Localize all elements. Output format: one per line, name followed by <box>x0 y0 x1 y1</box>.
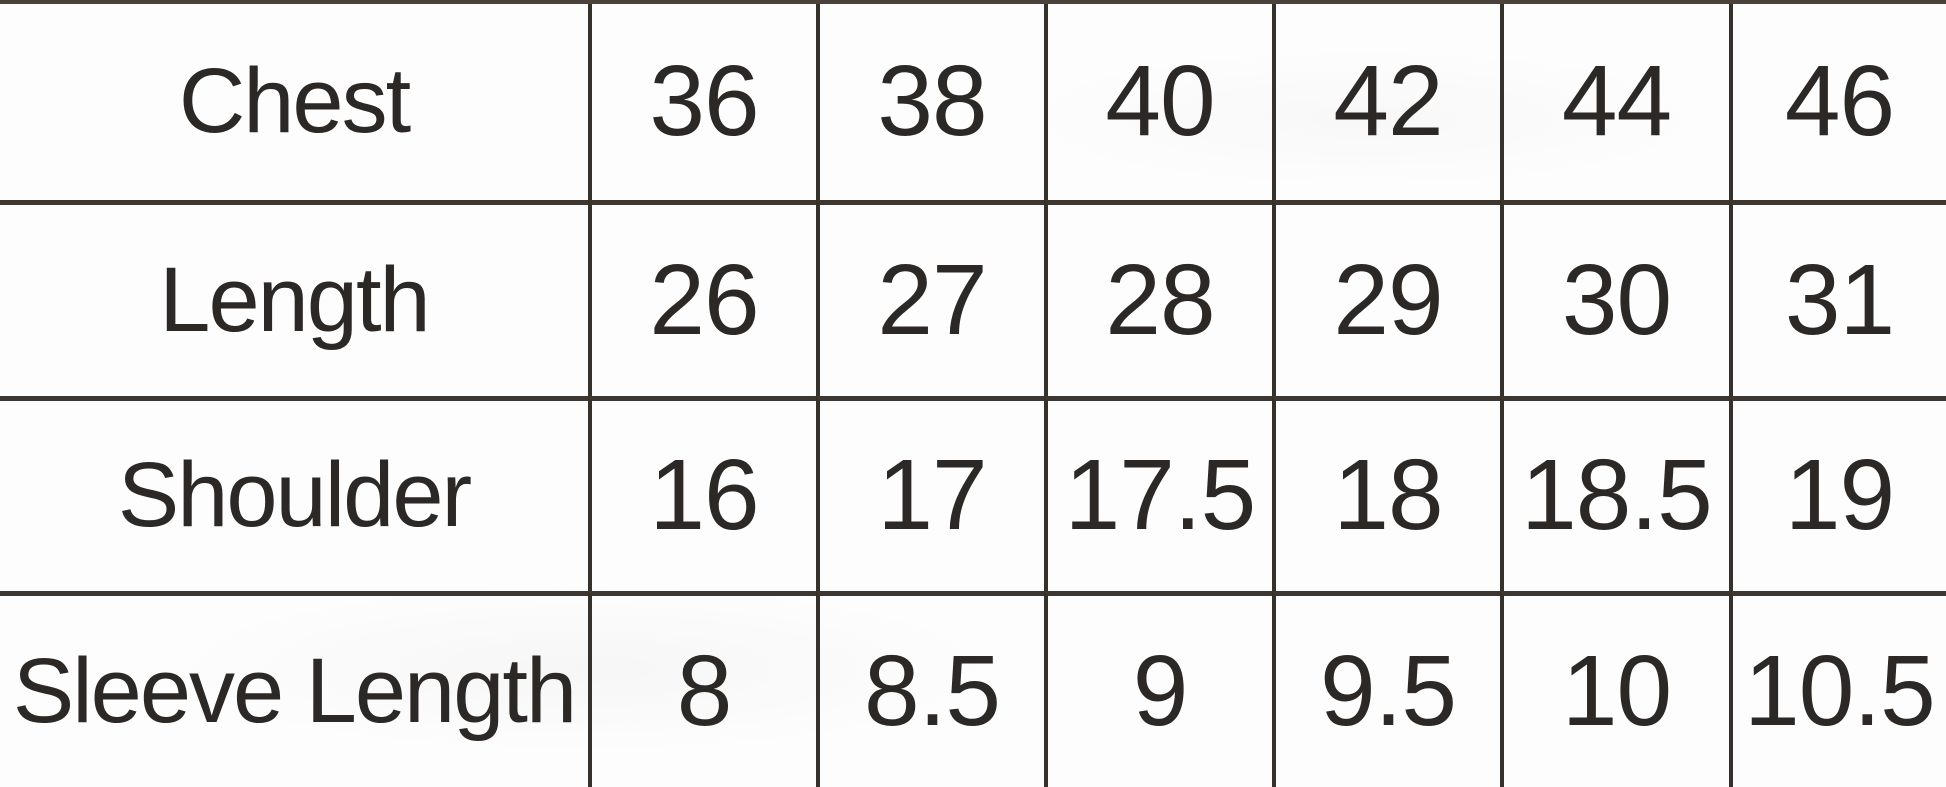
table-cell: 10 <box>1500 591 1729 787</box>
table-cell: 44 <box>1500 4 1729 200</box>
row-header-length: Length <box>0 199 588 396</box>
table-cell: 38 <box>816 4 1044 200</box>
table-cell: 29 <box>1272 199 1500 396</box>
table-cell: 19 <box>1729 395 1946 592</box>
table-cell: 16 <box>588 395 816 592</box>
table-cell: 18.5 <box>1500 395 1729 592</box>
row-header-chest: Chest <box>178 50 411 153</box>
table-cell: 27 <box>816 199 1044 396</box>
table-cell: 42 <box>1272 4 1500 200</box>
row-header-shoulder: Shoulder <box>0 395 588 592</box>
table-cell: 30 <box>1500 199 1729 396</box>
table-cell: 9 <box>1044 591 1272 787</box>
row-header-sleeve-length: Sleeve Length <box>0 591 588 787</box>
table-cell: 8 <box>588 591 816 787</box>
table-cell: 18 <box>1272 395 1500 592</box>
table-cell: 36 <box>588 4 816 200</box>
table-cell: 17 <box>816 395 1044 592</box>
table-cell: 26 <box>588 199 816 396</box>
table-cell: 17.5 <box>1044 395 1272 592</box>
table-cell: 8.5 <box>816 591 1044 787</box>
table-cell: 31 <box>1729 199 1946 396</box>
table-cell: 40 <box>1044 4 1272 200</box>
table-cell: 28 <box>1044 199 1272 396</box>
table-cell: 10.5 <box>1729 591 1946 787</box>
table-cell: 9.5 <box>1272 591 1500 787</box>
table-cell: 46 <box>1729 4 1946 200</box>
